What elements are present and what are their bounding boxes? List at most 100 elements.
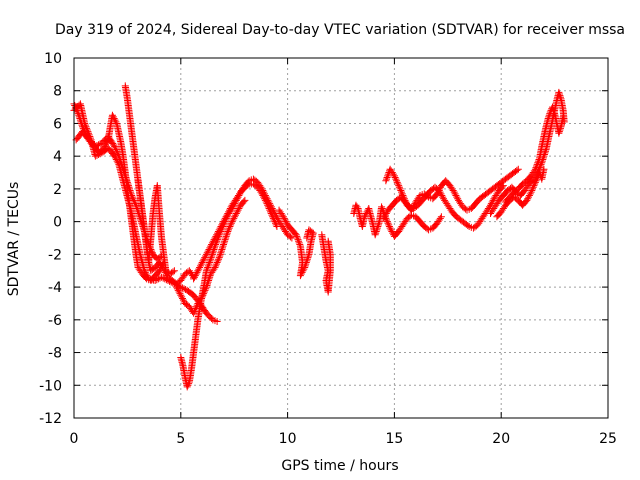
data-point bbox=[212, 260, 220, 268]
data-point bbox=[266, 206, 274, 214]
data-point bbox=[296, 241, 304, 249]
data-point bbox=[213, 317, 221, 325]
data-point bbox=[534, 157, 542, 165]
sat-track-5 bbox=[134, 177, 178, 278]
data-point bbox=[142, 270, 150, 278]
data-point bbox=[533, 162, 541, 170]
data-point bbox=[489, 196, 497, 204]
data-point bbox=[395, 183, 403, 191]
data-point bbox=[450, 188, 458, 196]
data-point bbox=[556, 93, 564, 101]
data-point bbox=[220, 239, 228, 247]
data-point bbox=[195, 265, 203, 273]
data-point bbox=[499, 182, 507, 190]
data-point bbox=[527, 188, 535, 196]
data-point bbox=[269, 213, 277, 221]
data-point bbox=[108, 111, 116, 119]
data-point bbox=[170, 267, 178, 275]
data-point bbox=[214, 229, 222, 237]
data-point bbox=[385, 221, 393, 229]
data-point bbox=[391, 173, 399, 181]
data-point bbox=[544, 115, 552, 123]
x-tick-label: 0 bbox=[70, 431, 79, 447]
data-point bbox=[382, 175, 390, 183]
data-point bbox=[540, 165, 548, 173]
data-point bbox=[304, 254, 312, 262]
data-point bbox=[295, 239, 303, 247]
data-point bbox=[291, 230, 299, 237]
data-point bbox=[296, 272, 304, 280]
data-point bbox=[180, 285, 188, 293]
data-point bbox=[203, 281, 211, 289]
data-point bbox=[193, 301, 201, 309]
data-point bbox=[303, 255, 311, 263]
data-point bbox=[81, 119, 89, 127]
data-point bbox=[158, 273, 166, 281]
data-point bbox=[209, 237, 217, 245]
data-point bbox=[380, 214, 388, 222]
data-point bbox=[261, 196, 269, 204]
data-point bbox=[438, 191, 446, 199]
data-point bbox=[374, 221, 382, 229]
x-tick-labels: 0 5 10 15 20 25 bbox=[70, 431, 617, 447]
data-point bbox=[378, 205, 386, 213]
data-point bbox=[156, 253, 164, 261]
data-point bbox=[91, 152, 99, 160]
data-point bbox=[83, 126, 91, 134]
data-point bbox=[215, 226, 223, 234]
data-point bbox=[235, 205, 243, 213]
data-point bbox=[294, 236, 302, 244]
y-tick-label: 0 bbox=[53, 215, 62, 231]
data-point bbox=[286, 233, 294, 241]
data-point bbox=[221, 214, 229, 222]
data-point bbox=[523, 196, 531, 204]
sat-track-10 bbox=[318, 231, 334, 296]
data-point bbox=[200, 288, 208, 296]
data-point bbox=[205, 245, 213, 253]
data-point bbox=[555, 128, 563, 136]
data-point bbox=[435, 187, 443, 195]
data-point bbox=[529, 183, 537, 191]
data-point bbox=[215, 254, 223, 262]
data-point bbox=[382, 209, 390, 217]
data-point bbox=[529, 185, 537, 193]
data-point bbox=[372, 227, 380, 235]
data-point bbox=[154, 275, 162, 283]
data-point bbox=[259, 191, 267, 199]
data-point bbox=[206, 244, 214, 252]
data-point bbox=[396, 185, 404, 193]
data-point bbox=[302, 259, 310, 267]
data-point bbox=[230, 214, 238, 222]
data-point bbox=[131, 198, 139, 206]
data-point bbox=[360, 213, 368, 221]
data-point bbox=[226, 205, 234, 213]
data-point bbox=[244, 181, 252, 189]
data-point bbox=[269, 214, 277, 222]
data-point bbox=[258, 190, 266, 198]
data-point bbox=[267, 209, 275, 217]
data-point bbox=[272, 221, 280, 229]
x-tick-label: 25 bbox=[599, 431, 617, 447]
data-point bbox=[110, 115, 118, 123]
data-point bbox=[299, 267, 307, 275]
data-point bbox=[301, 263, 309, 271]
data-point bbox=[202, 283, 210, 291]
data-point bbox=[225, 224, 233, 232]
data-point bbox=[219, 242, 227, 250]
chart-title: Day 319 of 2024, Sidereal Day-to-day VTE… bbox=[55, 22, 625, 38]
data-point bbox=[301, 262, 309, 270]
data-point bbox=[382, 177, 390, 185]
data-point bbox=[535, 155, 543, 163]
data-point bbox=[371, 231, 379, 239]
data-point bbox=[225, 226, 233, 234]
data-point bbox=[199, 257, 207, 265]
data-point bbox=[126, 185, 134, 193]
data-point bbox=[96, 150, 104, 158]
data-point bbox=[213, 259, 221, 267]
sat-track-9 bbox=[275, 206, 317, 280]
data-point bbox=[214, 227, 222, 235]
data-point bbox=[206, 272, 214, 280]
sat-track-7 bbox=[190, 180, 281, 283]
data-point bbox=[545, 113, 553, 121]
sat-track-8 bbox=[173, 196, 249, 317]
